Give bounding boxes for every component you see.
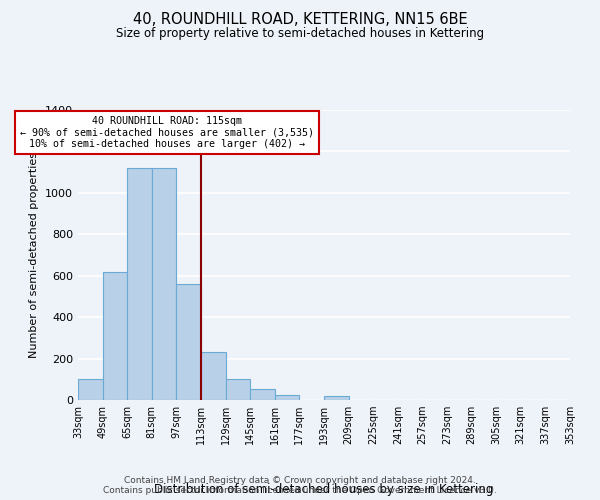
Bar: [103, 272, 127, 400]
Bar: [275, 395, 299, 400]
Bar: [250, 388, 275, 400]
Text: 40 ROUNDHILL ROAD: 115sqm
← 90% of semi-detached houses are smaller (3,535)
10% : 40 ROUNDHILL ROAD: 115sqm ← 90% of semi-…: [20, 116, 314, 150]
Bar: [324, 396, 349, 400]
Bar: [78, 380, 103, 400]
Bar: [201, 352, 226, 400]
Text: Size of property relative to semi-detached houses in Kettering: Size of property relative to semi-detach…: [116, 28, 484, 40]
Bar: [226, 380, 250, 400]
Text: Contains public sector information licensed under the Open Government Licence v3: Contains public sector information licen…: [103, 486, 497, 495]
Text: 40, ROUNDHILL ROAD, KETTERING, NN15 6BE: 40, ROUNDHILL ROAD, KETTERING, NN15 6BE: [133, 12, 467, 28]
X-axis label: Distribution of semi-detached houses by size in Kettering: Distribution of semi-detached houses by …: [154, 483, 494, 496]
Text: Contains HM Land Registry data © Crown copyright and database right 2024.: Contains HM Land Registry data © Crown c…: [124, 476, 476, 485]
Y-axis label: Number of semi-detached properties: Number of semi-detached properties: [29, 152, 40, 358]
Bar: [176, 284, 201, 400]
Bar: [152, 168, 176, 400]
Bar: [127, 168, 152, 400]
